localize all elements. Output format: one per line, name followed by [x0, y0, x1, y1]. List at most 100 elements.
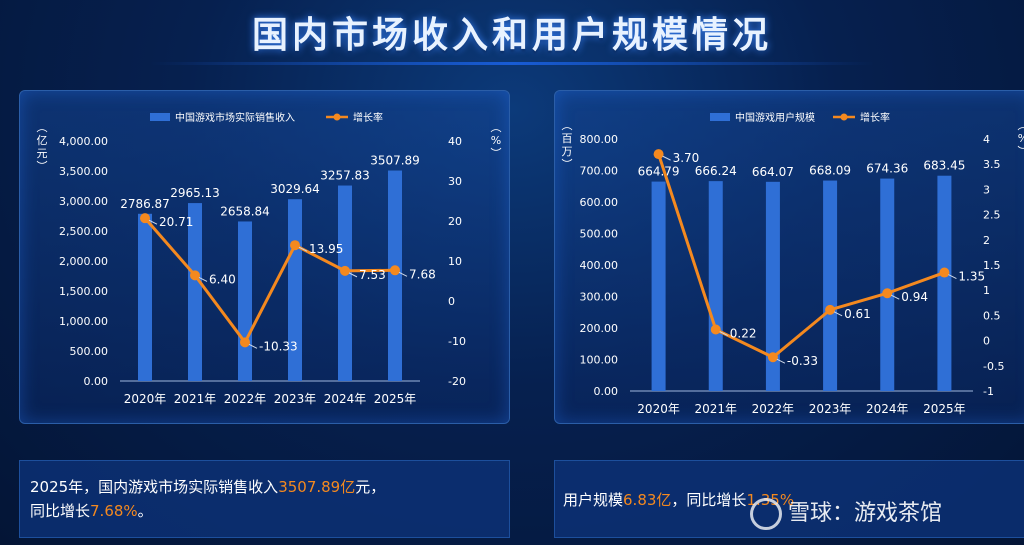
growth-value-label: 13.95 [309, 242, 343, 256]
users-chart: 中国游戏用户规模增长率︵百万︶︵%︶0.00100.00200.00300.00… [562, 111, 1024, 416]
bar-value-label: 3029.64 [270, 182, 320, 196]
growth-value-label: -10.33 [259, 339, 298, 353]
growth-value-label: 3.70 [673, 151, 700, 165]
y-axis-left-title-char: ︵ [562, 119, 573, 132]
bar [388, 170, 402, 381]
y-tick-left: 500.00 [70, 345, 109, 358]
legend-line-marker [333, 113, 341, 121]
summary-left-growth-value: 7.68% [90, 502, 138, 520]
bar-value-label: 2786.87 [120, 197, 170, 211]
x-tick-label: 2021年 [174, 392, 217, 406]
growth-point [710, 324, 721, 335]
growth-label-leader [398, 271, 408, 277]
users-summary: 用户规模6.83亿，同比增长1.35% [554, 460, 1024, 538]
growth-label-leader [148, 219, 158, 225]
y-tick-left: 2,000.00 [59, 255, 108, 268]
summary-right-growth-label: ，同比增长 [671, 491, 747, 509]
y-tick-right: -0.5 [983, 360, 1004, 373]
revenue-chart: 中国游戏市场实际销售收入 增长率︵亿元︶︵%︶0.00500.001,000.00… [37, 111, 502, 406]
y-axis-right-title: ︵%︶ [491, 121, 502, 160]
x-tick-label: 2025年 [923, 402, 966, 416]
growth-point [290, 240, 300, 251]
x-tick-label: 2020年 [637, 402, 680, 416]
y-axis-right-title: ︵%︶ [1018, 119, 1024, 158]
growth-label-leader [891, 294, 900, 300]
growth-label-leader [776, 358, 786, 364]
x-tick-label: 2024年 [324, 392, 367, 406]
growth-label-leader [662, 155, 671, 161]
y-tick-right: 2.5 [983, 209, 1001, 222]
bar-value-label: 664.79 [638, 165, 680, 179]
legend-bar-swatch [710, 113, 730, 121]
growth-line [657, 153, 945, 359]
growth-point [240, 337, 250, 348]
y-tick-right: -10 [448, 335, 466, 348]
legend-bar-label: 中国游戏市场实际销售收入 [175, 111, 295, 124]
summary-right-label: 用户规模 [563, 491, 624, 509]
growth-label-leader [348, 272, 358, 278]
growth-value-label: 1.35 [958, 270, 985, 284]
bar [238, 221, 252, 381]
growth-label-leader [719, 331, 728, 336]
y-tick-right: 2 [983, 234, 990, 247]
y-axis-right-title-char: ︶ [1018, 145, 1024, 158]
growth-value-label: -0.33 [787, 354, 818, 368]
y-tick-left: 800.00 [580, 133, 619, 146]
y-tick-left: 0.00 [84, 375, 109, 388]
bar-value-label: 683.45 [923, 159, 965, 173]
bar-value-label: 3507.89 [370, 154, 420, 168]
y-tick-left: 1,500.00 [59, 285, 108, 298]
snowball-logo-icon [750, 498, 782, 530]
bar-value-label: 2658.84 [220, 204, 270, 218]
growth-point [653, 149, 664, 160]
y-axis-left-title-char: 亿 [37, 134, 48, 147]
revenue-chart-panel: 中国游戏市场实际销售收入 增长率 ︵ 亿元 ︶ ︵% ︶ 0.00 500.00 1,000.00… [19, 90, 510, 424]
y-tick-left: 0.00 [594, 385, 619, 398]
x-tick-label: 2022年 [224, 392, 267, 406]
legend-bar-label: 中国游戏用户规模 [735, 111, 815, 124]
y-tick-right: 0 [448, 295, 455, 308]
bar [880, 178, 895, 391]
y-tick-left: 4,000.00 [59, 135, 108, 148]
y-tick-left: 700.00 [580, 165, 619, 178]
legend-line-marker [840, 113, 848, 121]
growth-value-label: 0.22 [730, 327, 757, 341]
growth-point [767, 352, 778, 363]
page-title: 国内市场收入和用户规模情况 [251, 15, 772, 56]
growth-label-leader [248, 343, 258, 349]
y-tick-right: 4 [983, 133, 990, 146]
growth-label-leader [833, 311, 843, 317]
users-chart-panel: 中国游戏用户规模增长率︵百万︶︵%︶0.00100.00200.00300.00… [554, 90, 1024, 424]
bar-value-label: 674.36 [866, 162, 908, 176]
growth-value-label: 7.68 [409, 267, 436, 281]
title-underline [150, 62, 874, 65]
y-tick-right: -1 [983, 385, 994, 398]
revenue-summary: 2025年，国内游戏市场实际销售收入3507.89亿元， 同比增长7.68%。 [19, 460, 510, 538]
growth-label-leader [198, 276, 208, 282]
growth-point [340, 265, 350, 276]
bar [708, 181, 723, 391]
summary-left-end: 。 [137, 502, 153, 520]
x-tick-label: 2022年 [752, 402, 795, 416]
bar [288, 199, 302, 381]
watermark-text: 雪球：游戏茶馆 [788, 501, 943, 526]
summary-left-growth-label: 同比增长 [30, 502, 91, 520]
bar-value-label: 2965.13 [170, 186, 220, 200]
summary-left-unit: 元， [355, 478, 386, 496]
summary-left-revenue-value: 3507.89亿 [278, 478, 356, 496]
y-tick-right: 10 [448, 255, 462, 268]
y-axis-right-title-char: % [491, 134, 501, 147]
bar [823, 180, 838, 391]
growth-point [882, 288, 893, 299]
bar-value-label: 3257.83 [320, 169, 370, 183]
bar-value-label: 666.24 [695, 164, 737, 178]
legend-line-label: 增长率 [860, 111, 890, 124]
y-tick-right: 1 [983, 284, 990, 297]
growth-line [143, 217, 396, 344]
growth-point [825, 304, 836, 315]
y-tick-right: 0.5 [983, 309, 1001, 322]
y-axis-left-title-char: ︵ [37, 121, 48, 134]
growth-point [140, 213, 150, 224]
y-tick-left: 1,000.00 [59, 315, 108, 328]
bar-value-label: 664.07 [752, 165, 794, 179]
